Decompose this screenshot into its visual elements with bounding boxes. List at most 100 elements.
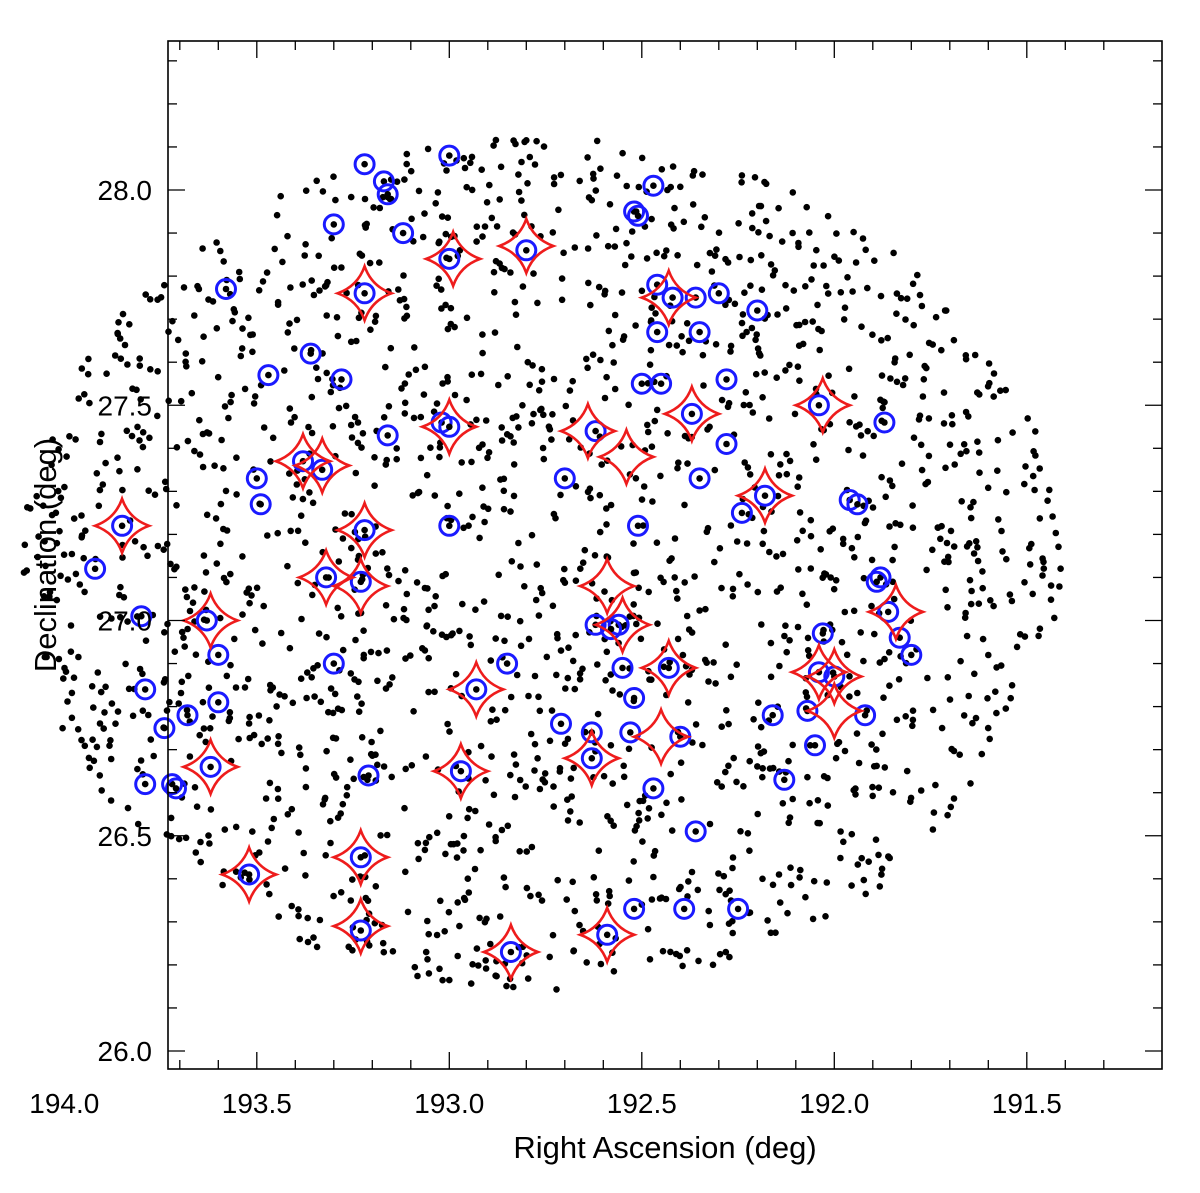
data-point [178, 628, 186, 636]
circle-marker [657, 656, 680, 679]
data-point [854, 861, 862, 868]
data-point [1040, 565, 1048, 572]
data-point [984, 724, 992, 732]
data-point [553, 630, 561, 638]
marked-source-dot [688, 410, 696, 418]
marked-source-dot [769, 711, 776, 719]
data-point [827, 574, 834, 581]
data-point [417, 413, 425, 421]
data-point [374, 761, 381, 769]
data-point [916, 291, 924, 299]
data-point [500, 487, 508, 495]
data-point [264, 735, 272, 742]
star-marker [560, 727, 623, 790]
data-point [710, 659, 717, 666]
data-point [515, 171, 522, 178]
data-point [890, 249, 897, 257]
data-point [139, 443, 147, 451]
marked-source-dot [638, 380, 646, 388]
data-point [287, 527, 295, 535]
data-point [154, 412, 161, 420]
data-point [308, 674, 316, 681]
data-point [524, 975, 532, 982]
data-point [749, 409, 757, 416]
data-point [233, 454, 240, 462]
data-point [789, 741, 796, 749]
data-point [327, 685, 335, 692]
data-point [749, 224, 756, 232]
data-point [228, 391, 235, 399]
marked-source-dot [399, 229, 407, 237]
marked-source-dot [245, 871, 253, 878]
circle-marker [315, 566, 338, 589]
data-point [277, 192, 285, 200]
data-point [903, 295, 911, 303]
circle-marker [761, 704, 784, 727]
data-point [990, 602, 997, 610]
data-point [722, 301, 729, 309]
data-point [781, 632, 788, 640]
data-point [878, 372, 886, 379]
data-point [359, 430, 367, 437]
data-point [667, 770, 674, 778]
data-point [744, 830, 752, 837]
data-point [425, 654, 433, 662]
data-point [925, 415, 933, 422]
data-point [651, 417, 659, 425]
data-point [683, 320, 691, 327]
data-point [115, 319, 122, 326]
data-point [182, 358, 189, 366]
marked-source-dot [253, 475, 261, 482]
data-point [145, 711, 152, 719]
data-point [889, 482, 896, 490]
data-point [650, 873, 657, 881]
data-point [81, 391, 88, 398]
marked-source-dot [873, 578, 880, 586]
data-point [711, 252, 719, 259]
data-point [587, 494, 594, 502]
data-point [288, 805, 296, 813]
data-point [898, 460, 906, 468]
data-point [477, 370, 485, 378]
data-point [27, 505, 34, 512]
marked-source-dot [692, 828, 699, 835]
data-point [430, 628, 437, 635]
data-point [1026, 544, 1033, 552]
data-point [367, 750, 375, 758]
data-point [852, 259, 860, 266]
data-point [114, 708, 122, 715]
data-point [459, 600, 466, 608]
data-point [786, 814, 794, 821]
data-point [484, 454, 491, 462]
data-point [274, 785, 282, 793]
data-point [281, 693, 288, 700]
data-point [316, 287, 323, 294]
data-point [477, 846, 484, 854]
data-point [201, 588, 208, 595]
data-point [793, 537, 801, 544]
circle-marker [311, 458, 334, 481]
circle-marker [688, 467, 711, 490]
data-point [57, 494, 65, 502]
data-point [33, 492, 40, 500]
data-point [116, 467, 123, 475]
data-point [315, 252, 323, 260]
marked-source-dot [811, 742, 819, 749]
data-point [442, 230, 450, 238]
data-point [603, 505, 610, 512]
data-point [685, 878, 692, 885]
data-point [415, 187, 423, 195]
data-point [205, 684, 213, 691]
data-point [194, 282, 201, 290]
data-point [845, 446, 852, 454]
data-point [994, 436, 1002, 444]
data-point [425, 970, 433, 977]
data-point [514, 343, 521, 351]
data-point [718, 396, 726, 404]
data-point [123, 427, 131, 435]
data-point [965, 692, 972, 700]
data-point [239, 325, 246, 332]
data-point [848, 544, 856, 552]
star-marker [864, 580, 927, 643]
data-point [471, 865, 479, 873]
